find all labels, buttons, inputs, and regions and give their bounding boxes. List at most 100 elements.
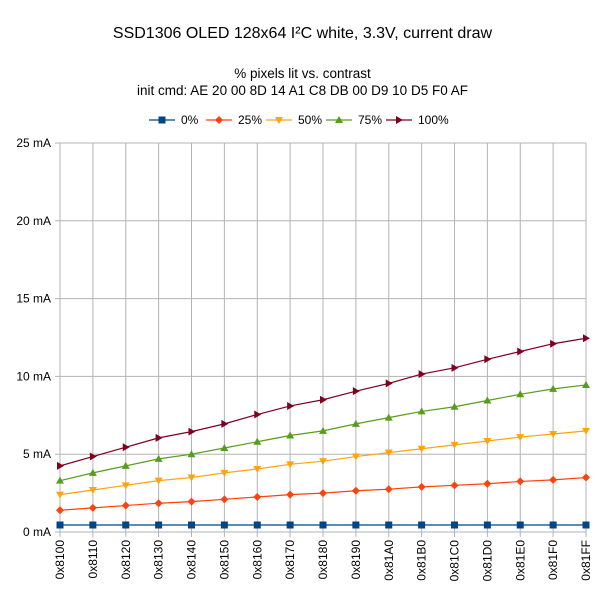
grid: [59, 142, 587, 533]
data-point: [516, 477, 525, 486]
data-point: [221, 419, 229, 428]
x-tick-label: 0x8150: [217, 540, 231, 580]
data-point: [417, 482, 426, 491]
data-point: [121, 501, 130, 510]
legend-marker: [396, 116, 403, 124]
data-point: [220, 469, 229, 477]
data-point: [549, 430, 558, 438]
legend-label: 0%: [181, 113, 199, 127]
data-point: [384, 413, 393, 421]
legend-item: 25%: [206, 113, 262, 127]
x-tick-label: 0x81E0: [513, 540, 527, 581]
legend-marker: [275, 117, 283, 124]
data-point: [549, 475, 558, 484]
legend-label: 50%: [298, 113, 322, 127]
legend-marker: [158, 116, 166, 124]
data-point: [319, 521, 327, 529]
data-point: [417, 445, 426, 453]
y-tick-label: 0 mA: [23, 525, 51, 539]
data-point: [516, 521, 524, 529]
x-tick-label: 0x81B0: [415, 540, 429, 581]
data-point: [385, 521, 393, 529]
data-point: [418, 521, 426, 529]
data-point: [88, 503, 97, 512]
y-tick-label: 10 mA: [16, 369, 51, 383]
chart-title: SSD1306 OLED 128x64 I²C white, 3.3V, cur…: [113, 25, 493, 42]
data-point: [352, 521, 360, 529]
series-4: [56, 380, 590, 484]
data-point: [155, 433, 163, 442]
legend-item: 0%: [149, 113, 199, 127]
data-point: [484, 355, 492, 364]
data-point: [550, 339, 558, 348]
data-point: [154, 454, 163, 462]
data-point: [253, 465, 262, 473]
data-point: [188, 427, 196, 436]
series-5: [57, 334, 590, 470]
data-point: [384, 485, 393, 494]
x-tick-label: 0x81C0: [448, 540, 462, 582]
legend-marker: [215, 116, 223, 124]
data-point: [483, 396, 492, 404]
data-point: [122, 521, 130, 529]
legend-item: 100%: [386, 113, 449, 127]
y-tick-label: 5 mA: [23, 447, 51, 461]
data-point: [517, 347, 525, 356]
data-point: [220, 495, 229, 504]
chart-subtitle-line-1: % pixels lit vs. contrast: [234, 66, 371, 81]
data-point: [187, 497, 196, 506]
data-point: [253, 521, 261, 529]
y-tick-label: 25 mA: [16, 136, 51, 150]
data-point: [549, 384, 558, 392]
data-point: [220, 443, 229, 451]
legend-marker: [335, 116, 343, 123]
data-point: [320, 395, 327, 404]
data-point: [286, 431, 295, 439]
data-point: [384, 449, 393, 457]
x-tick-label: 0x8140: [185, 540, 199, 580]
legend-label: 25%: [238, 113, 262, 127]
series-2: [56, 473, 590, 515]
y-tick-label: 20 mA: [16, 214, 51, 228]
x-tick-label: 0x8100: [53, 540, 67, 580]
data-point: [89, 452, 97, 461]
data-point: [253, 437, 262, 445]
data-point: [220, 521, 228, 529]
data-point: [154, 477, 163, 485]
x-tick-label: 0x8160: [250, 540, 264, 580]
x-tick-label: 0x81D0: [480, 540, 494, 582]
x-tick-label: 0x8130: [152, 540, 166, 580]
data-point: [253, 492, 262, 501]
data-point: [319, 426, 327, 434]
series-1: [56, 521, 590, 529]
x-tick-label: 0x8170: [283, 540, 297, 580]
data-point: [582, 521, 590, 529]
data-point: [352, 387, 360, 396]
x-tick-label: 0x8110: [86, 540, 100, 579]
data-point: [188, 521, 195, 529]
data-point: [89, 521, 97, 529]
data-point: [155, 521, 163, 529]
series-layer: [56, 334, 590, 529]
data-point: [121, 482, 130, 490]
data-point: [57, 461, 64, 470]
data-point: [483, 437, 492, 445]
data-point: [121, 461, 130, 469]
x-tick-label: 0x81F0: [546, 540, 560, 580]
data-point: [483, 521, 491, 529]
data-point: [56, 491, 64, 499]
x-tick-label: 0x8120: [119, 540, 133, 580]
y-tick-label: 15 mA: [16, 292, 51, 306]
data-point: [582, 427, 590, 435]
data-point: [351, 453, 360, 461]
data-point: [254, 410, 262, 419]
legend: 0% 25% 50% 75% 100%: [149, 113, 449, 127]
axes: 0 mA 5 mA 10 mA 15 mA 20 mA 25 mA 0x8100 0x8110…: [16, 136, 593, 581]
data-point: [351, 486, 360, 495]
data-point: [286, 490, 295, 499]
x-tick-label: 0x8190: [349, 540, 363, 580]
legend-label: 75%: [358, 113, 382, 127]
data-point: [450, 441, 459, 449]
data-point: [319, 458, 327, 466]
